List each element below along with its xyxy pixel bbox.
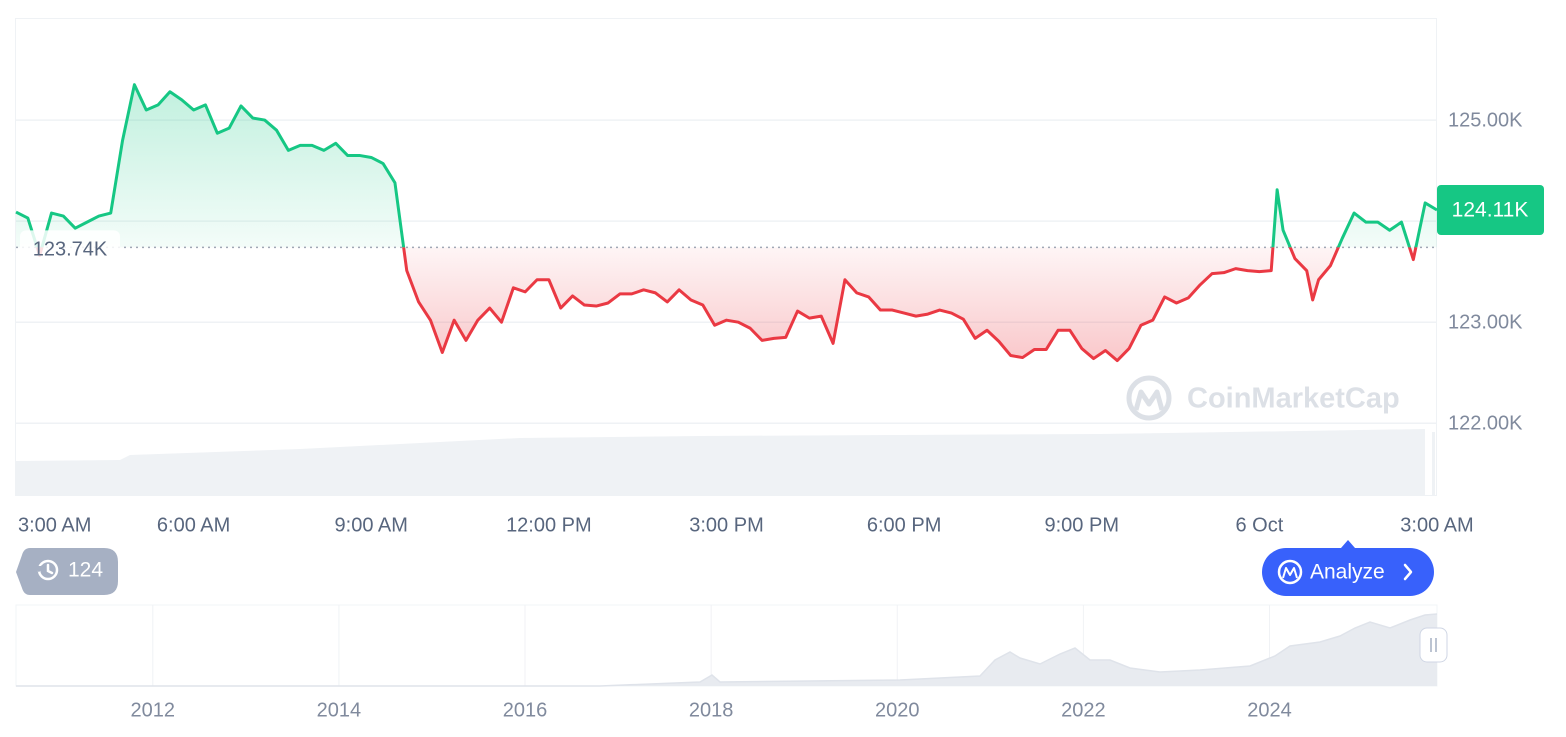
watermark-text: CoinMarketCap (1187, 383, 1400, 415)
price-line-up (15, 83, 1438, 248)
y-tick-label: 125.00K (1448, 109, 1523, 131)
navigator-line (16, 613, 1438, 687)
baseline-label: 123.74K (33, 239, 108, 261)
x-tick-label: 3:00 AM (1400, 514, 1473, 536)
navigator-year: 2016 (503, 699, 548, 721)
analyze-label: Analyze (1310, 561, 1385, 584)
price-line-down (35, 247, 1418, 363)
area-above (16, 84, 1437, 248)
history-count: 124 (68, 559, 103, 582)
series (15, 83, 1438, 363)
x-tick-label: 6 Oct (1235, 514, 1283, 536)
plot-frame (15, 18, 1437, 496)
navigator: 2012 2014 2016 2018 2020 2022 2024 (15, 604, 1438, 721)
navigator-year: 2012 (131, 699, 176, 721)
navigator-year: 2022 (1061, 699, 1106, 721)
current-price-tag (1437, 185, 1544, 236)
x-tick-label: 6:00 PM (867, 514, 941, 536)
navigator-year: 2024 (1247, 699, 1292, 721)
x-tick-label: 6:00 AM (157, 514, 230, 536)
navigator-year: 2018 (689, 699, 734, 721)
y-tick-label: 123.00K (1448, 311, 1523, 333)
x-tick-label: 3:00 AM (18, 514, 91, 536)
watermark: CoinMarketCap (1126, 375, 1400, 421)
x-tick-label: 3:00 PM (689, 514, 763, 536)
area-below (16, 247, 1437, 361)
navigator-year: 2014 (317, 699, 362, 721)
x-tick-label: 9:00 PM (1045, 514, 1119, 536)
navigator-handle[interactable] (1419, 627, 1448, 663)
current-price-label: 124.11K (1452, 199, 1529, 222)
y-tick-label: 122.00K (1448, 413, 1523, 435)
volume-band (16, 429, 1425, 495)
analyze-button[interactable]: Analyze (1262, 540, 1434, 596)
baseline-label-box (20, 230, 120, 265)
navigator-area (16, 614, 1437, 686)
navigator-year: 2020 (875, 699, 920, 721)
history-button[interactable]: 124 (16, 548, 118, 595)
volume-band (1432, 432, 1435, 495)
x-tick-label: 9:00 AM (335, 514, 408, 536)
x-tick-label: 12:00 PM (506, 514, 592, 536)
